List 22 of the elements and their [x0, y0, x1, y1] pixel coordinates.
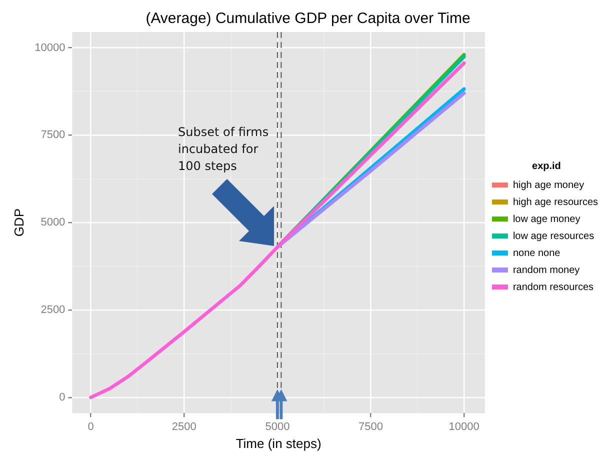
- y-tick-label: 7500: [40, 129, 66, 142]
- x-axis-title: Time (in steps): [236, 436, 322, 451]
- legend-label: random resources: [512, 282, 594, 293]
- y-tick-label: 0: [59, 391, 66, 404]
- legend-label: none none: [512, 248, 561, 259]
- legend-label: random money: [512, 264, 580, 276]
- legend-label: high age money: [512, 180, 584, 191]
- legend-label: low age resources: [512, 230, 594, 242]
- chart-title: (Average) Cumulative GDP per Capita over Time: [146, 10, 470, 28]
- legend-title: exp.id: [532, 160, 561, 172]
- x-tick-label: 2500: [172, 420, 196, 433]
- legend-label: high age resources: [512, 196, 598, 208]
- x-tick-label: 7500: [358, 420, 383, 433]
- y-tick-label: 10000: [34, 42, 66, 54]
- x-tick-label: 5000: [265, 420, 290, 433]
- y-axis-title: GDP: [11, 208, 26, 237]
- y-tick-label: 2500: [40, 304, 66, 316]
- legend-label: low age money: [512, 214, 580, 225]
- x-tick-label: 0: [88, 420, 94, 433]
- y-tick-label: 5000: [40, 216, 66, 229]
- annotation: Subset of firms incubated for 100 steps: [178, 125, 269, 173]
- x-tick-label: 10000: [448, 420, 480, 433]
